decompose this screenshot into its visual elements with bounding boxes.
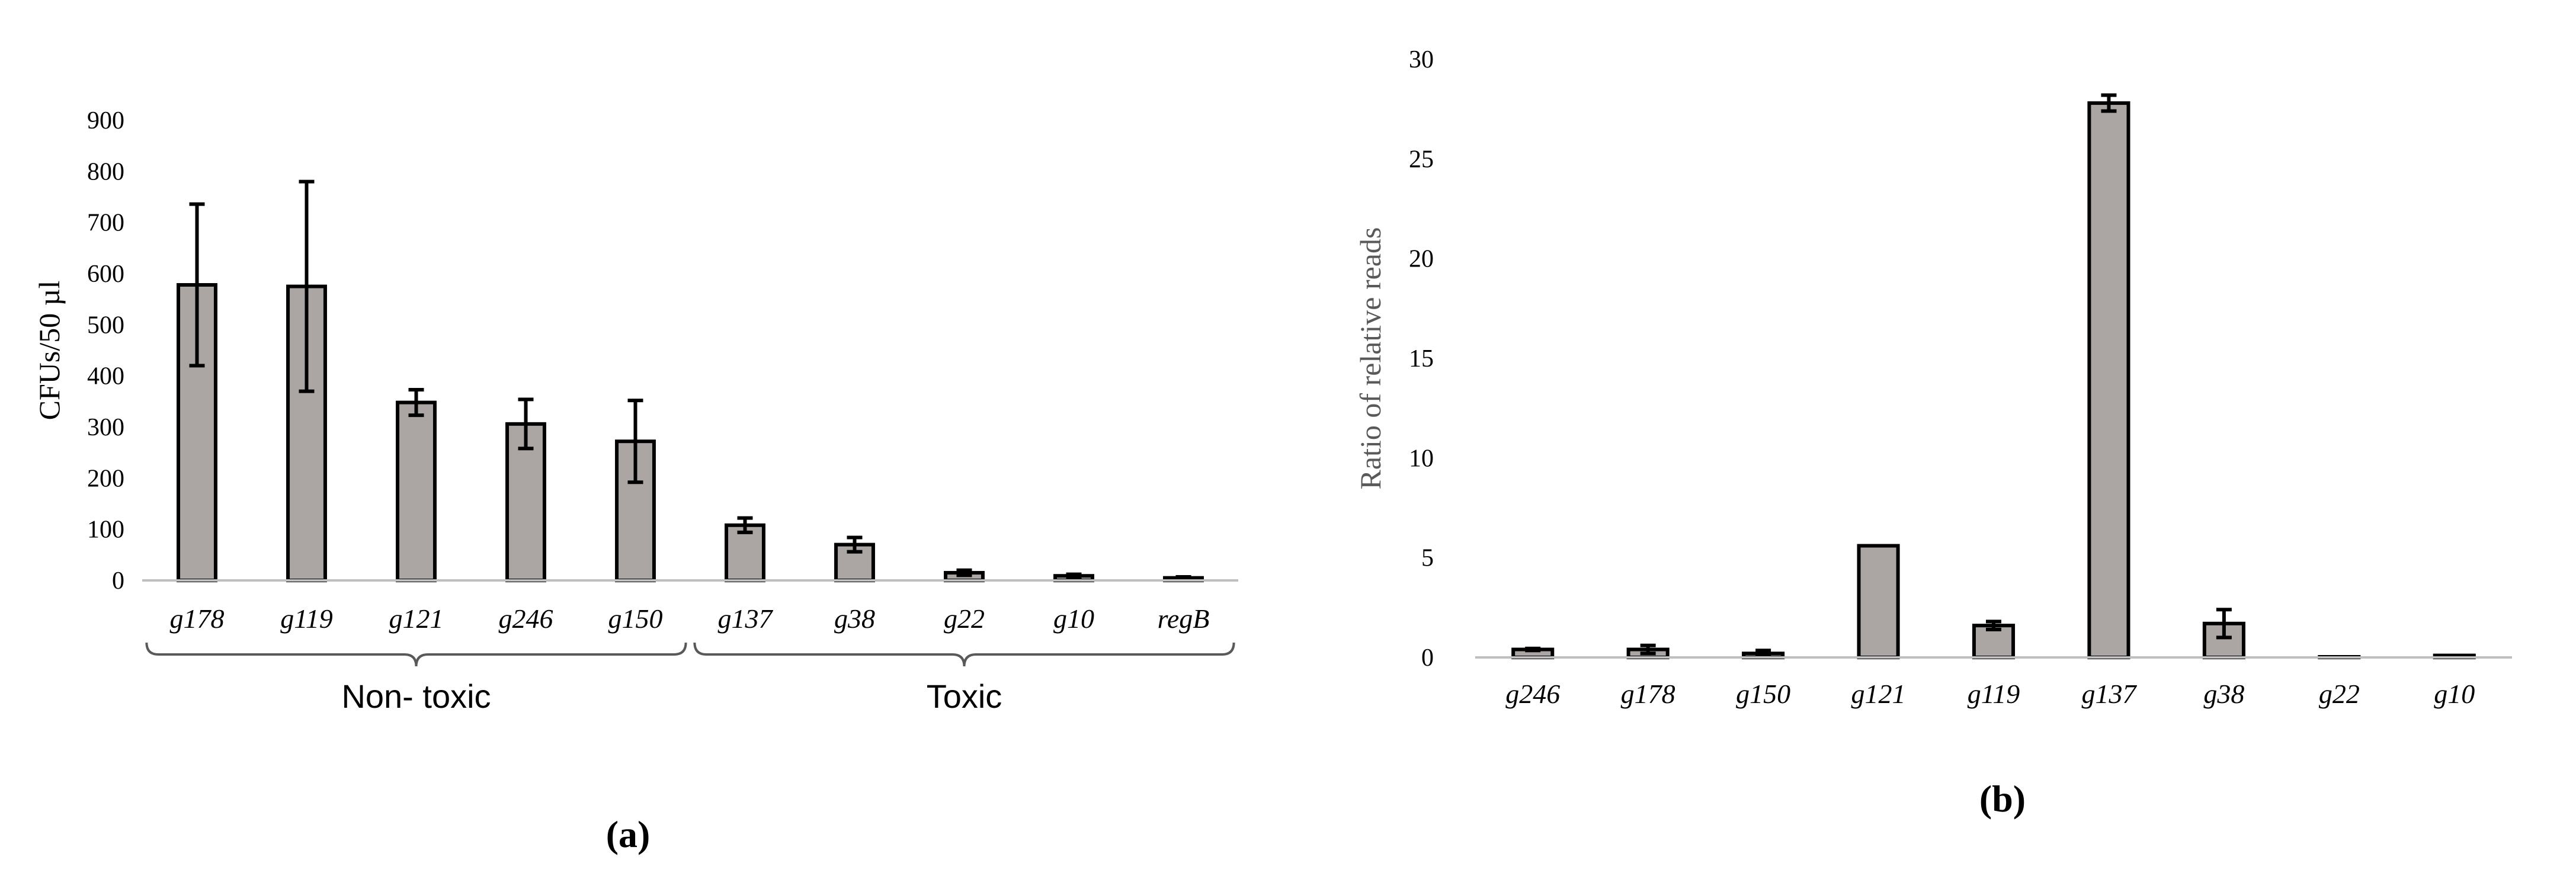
y-tick-label: 800 [87,158,124,185]
x-tick-label: g150 [1736,679,1790,709]
y-tick-label: 300 [87,414,124,441]
panel-label: (a) [606,813,651,855]
y-tick-label: 10 [1409,445,1434,472]
y-tick-label: 600 [87,261,124,288]
bar-g121 [396,400,437,582]
y-tick-label: 400 [87,363,124,390]
y-tick-label: 0 [112,567,124,595]
x-tick-label: g178 [1621,679,1675,709]
y-tick-label: 500 [87,312,124,339]
y-tick-label: 200 [87,465,124,492]
panel-label: (b) [1979,778,2026,820]
y-axis-label: CFUs/50 µl [33,281,66,421]
group-bracket [693,642,1235,667]
x-tick-label: g10 [2434,679,2475,709]
y-tick-label: 700 [87,210,124,237]
x-tick-label: g178 [170,604,225,634]
group-label: Non- toxic [341,678,491,715]
x-tick-label: g22 [944,604,985,634]
y-axis-label: Ratio of relative reads [1354,227,1387,490]
group-label: Toxic [927,678,1002,715]
x-tick-label: g137 [718,604,774,634]
y-tick-label: 25 [1409,146,1434,173]
y-tick-label: 900 [87,107,124,134]
x-tick-label: g246 [1505,679,1560,709]
x-tick-label: g10 [1053,604,1094,634]
bar-g137 [2087,101,2130,660]
chart-b: 0 5 10 15 20 25 30 Ratio of relative reads g246 g… [1354,46,2512,820]
x-tick-label: regB [1158,604,1210,634]
y-tick-label: 20 [1409,246,1434,273]
y-tick-label: 100 [87,516,124,544]
y-tick-label: 30 [1409,46,1434,73]
x-tick-label: g38 [2203,679,2244,709]
y-tick-label: 15 [1409,345,1434,373]
x-tick-label: g119 [280,604,333,634]
chart-a: 0 100 200 300 400 500 600 700 800 900 CFUs/50 µl g1… [33,107,1238,855]
x-tick-label: g38 [834,604,875,634]
y-tick-label: 5 [1421,545,1434,572]
group-bracket [145,642,687,667]
x-tick-label: g150 [608,604,663,634]
x-tick-label: g22 [2319,679,2360,709]
x-tick-label: g246 [499,604,553,634]
x-tick-label: g137 [2081,679,2137,709]
x-tick-label: g121 [1851,679,1906,709]
y-tick-label: 0 [1421,644,1434,672]
bar-g121 [1857,544,1900,660]
x-tick-label: g121 [389,604,444,634]
x-tick-label: g119 [1968,679,2020,709]
